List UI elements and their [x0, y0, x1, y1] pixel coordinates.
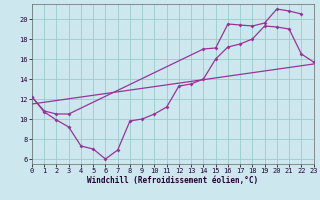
X-axis label: Windchill (Refroidissement éolien,°C): Windchill (Refroidissement éolien,°C): [87, 176, 258, 185]
